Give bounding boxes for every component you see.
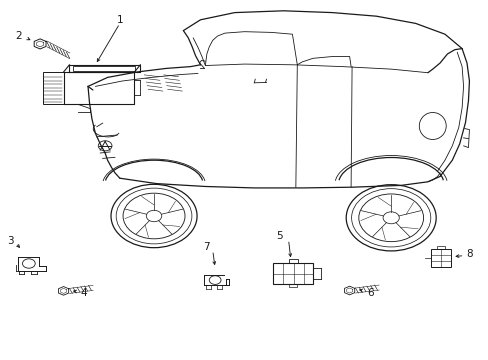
Bar [430,249,450,267]
Text: 6: 6 [366,288,373,298]
Text: 2: 2 [15,31,22,41]
Text: 7: 7 [203,242,209,252]
Text: 4: 4 [81,288,87,298]
Bar [436,246,444,249]
Bar [43,72,63,104]
Bar [289,284,297,287]
Bar [73,66,135,71]
Text: 8: 8 [465,249,472,259]
Bar [273,263,313,284]
Bar [288,259,298,263]
Text: 3: 3 [7,236,14,246]
Text: 5: 5 [276,231,283,241]
Text: 1: 1 [116,15,123,25]
